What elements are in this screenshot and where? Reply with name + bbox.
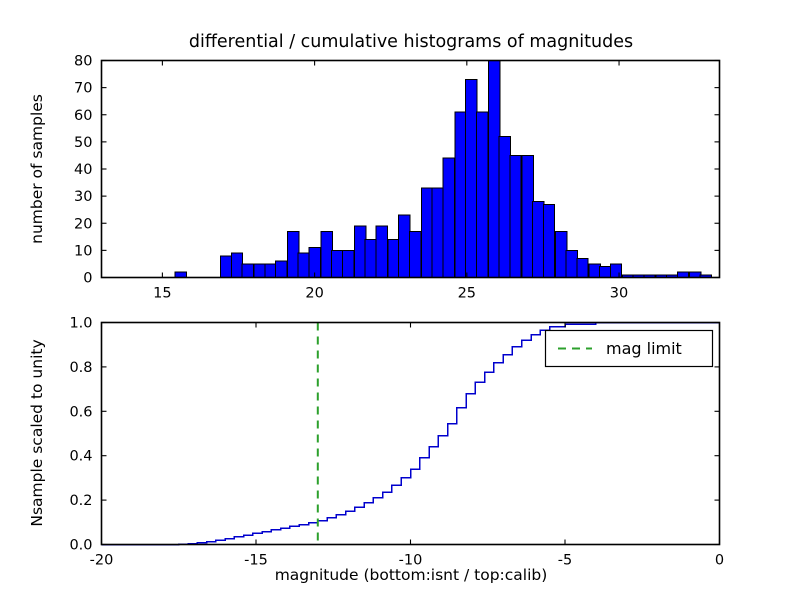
histogram-bar xyxy=(442,157,455,278)
y-tick-label: 0.8 xyxy=(69,360,92,376)
y-tick-label: 30 xyxy=(74,189,92,205)
cumulative-curve xyxy=(101,321,720,546)
x-tick-label: 25 xyxy=(458,286,476,302)
bottom-panel-xlabel: magnitude (bottom:isnt / top:calib) xyxy=(275,566,548,584)
top-panel-bars xyxy=(174,60,713,279)
y-tick-label: 0.0 xyxy=(69,538,92,554)
histogram-bar xyxy=(331,249,344,279)
histogram-bar xyxy=(532,201,545,278)
top-panel-xticks: 15 20 25 30 xyxy=(153,60,628,302)
top-panel: differential / cumulative histograms of … xyxy=(28,32,721,302)
histogram-bar xyxy=(588,263,601,279)
x-tick-label: 20 xyxy=(305,286,323,302)
chart-title: differential / cumulative histograms of … xyxy=(189,32,633,52)
histogram-bar xyxy=(688,271,702,279)
histogram-bar xyxy=(354,225,367,279)
y-tick-label: 0 xyxy=(83,271,92,287)
histogram-bar xyxy=(542,203,556,278)
y-tick-label: 70 xyxy=(74,81,92,97)
y-tick-label: 0.6 xyxy=(69,404,92,420)
histogram-bar xyxy=(554,230,568,278)
histogram-bar xyxy=(454,111,467,279)
legend-label-mag-limit: mag limit xyxy=(606,339,682,358)
y-tick-label: 40 xyxy=(74,162,92,178)
x-tick-label: -5 xyxy=(558,553,572,569)
top-panel-ylabel: number of samples xyxy=(28,94,46,244)
histogram-bar xyxy=(241,263,254,279)
bottom-panel-ylabel: Nsample scaled to unity xyxy=(28,339,46,526)
histogram-bar xyxy=(230,252,244,278)
histogram-bar xyxy=(320,230,333,278)
x-tick-label: 30 xyxy=(610,286,628,302)
histogram-bar xyxy=(565,249,579,279)
histogram-bar xyxy=(174,271,187,279)
histogram-bar xyxy=(253,263,267,279)
x-tick-label: -10 xyxy=(399,553,423,569)
y-tick-label: 1.0 xyxy=(69,316,92,332)
bottom-panel-yticks: 0.0 0.2 0.4 0.6 0.8 1.0 xyxy=(69,316,720,554)
x-tick-label: 0 xyxy=(715,553,724,569)
histogram-bar xyxy=(465,78,478,278)
y-tick-label: 50 xyxy=(74,135,92,151)
x-tick-label: -20 xyxy=(90,553,114,569)
histogram-bar xyxy=(475,111,489,279)
histogram-bar xyxy=(341,249,355,279)
histogram-bar xyxy=(408,230,422,278)
histogram-bar xyxy=(264,263,277,279)
histogram-bar xyxy=(599,266,612,278)
histogram-bar xyxy=(488,60,501,278)
histogram-bar xyxy=(375,225,388,279)
y-tick-label: 0.2 xyxy=(69,493,92,509)
histogram-bar xyxy=(521,154,534,278)
top-panel-yticks: 0 10 20 30 40 50 60 70 80 xyxy=(74,54,720,287)
legend[interactable]: mag limit xyxy=(544,329,714,368)
y-tick-label: 20 xyxy=(74,216,92,232)
y-tick-label: 0.4 xyxy=(69,449,92,465)
bottom-panel-xticks: -20 -15 -10 -5 0 xyxy=(90,322,724,569)
histogram-bar xyxy=(297,252,311,278)
y-tick-label: 60 xyxy=(74,108,92,124)
histogram-bar xyxy=(509,154,522,278)
histogram-bar xyxy=(387,239,400,278)
histogram-bar xyxy=(676,271,690,279)
histogram-bar xyxy=(274,260,288,279)
y-tick-label: 80 xyxy=(74,54,92,70)
histogram-bar xyxy=(398,214,411,278)
cumulative-curve-group xyxy=(101,321,720,546)
histogram-bar xyxy=(220,255,233,279)
histogram-bar xyxy=(421,187,434,279)
histogram-bar xyxy=(576,258,589,279)
bottom-panel: 0.0 0.2 0.4 0.6 0.8 1.0 -20 -15 -10 -5 0 Nsample … xyxy=(28,316,724,585)
x-tick-label: -15 xyxy=(244,553,268,569)
histogram-bar xyxy=(431,187,445,279)
y-tick-label: 10 xyxy=(74,243,92,259)
histogram-bar xyxy=(609,263,623,279)
histogram-bar xyxy=(287,230,300,278)
x-tick-label: 15 xyxy=(153,286,171,302)
histogram-bar xyxy=(498,135,512,278)
histogram-bar xyxy=(364,239,378,278)
